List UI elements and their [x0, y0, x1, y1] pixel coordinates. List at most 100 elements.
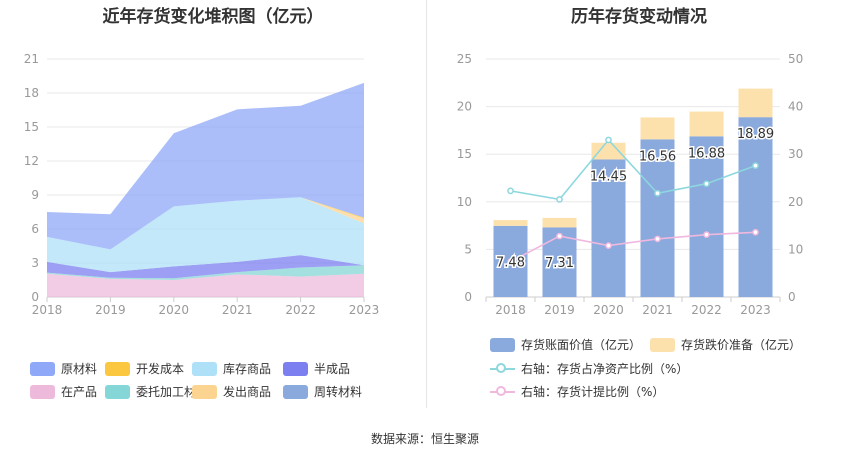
x-tick-label: 2019 — [544, 303, 575, 317]
legend-label: 在产品 — [61, 385, 98, 399]
legend-item-semi[interactable]: 半成品 — [283, 360, 350, 377]
data-source-footer: 数据来源：恒生聚源 — [370, 432, 479, 446]
legend-ratio-label: 右轴：存货占净资产比例（%） — [521, 362, 689, 376]
legend-book-value[interactable]: 存货账面价值（亿元） — [490, 336, 641, 353]
legend-swatch — [105, 384, 130, 399]
x-tick-label: 2021 — [642, 303, 673, 317]
legend-ratio[interactable]: 右轴：存货占净资产比例（%） — [490, 360, 688, 377]
bar-reserve — [493, 220, 528, 226]
area-series-semi — [47, 255, 364, 279]
bar-value-label: 7.48 — [496, 255, 525, 270]
point-line_provision — [556, 232, 563, 240]
y-tick-label: 6 — [31, 222, 39, 236]
legend-provision[interactable]: 右轴：存货计提比例（%） — [490, 383, 664, 400]
legend-swatch — [192, 361, 217, 376]
point-line_provision — [752, 228, 759, 236]
point-line_ratio — [556, 196, 563, 203]
point-line_ratio — [752, 162, 759, 169]
legend-swatch — [283, 384, 308, 399]
bar-reserve — [689, 111, 724, 137]
y-right-tick-label: 0 — [788, 290, 796, 304]
y-right-tick-label: 30 — [788, 147, 803, 161]
bar-book-value — [591, 159, 626, 297]
bar-value-label: 16.88 — [688, 146, 725, 161]
legend-ratio-marker — [490, 362, 515, 376]
y-right-tick-label: 20 — [788, 195, 803, 209]
point-line_ratio — [507, 187, 514, 195]
y-tick-label: 12 — [24, 154, 39, 168]
line-line_provision — [510, 231, 756, 263]
x-tick-label: 2022 — [285, 303, 316, 317]
x-tick-label: 2020 — [593, 303, 624, 317]
y-right-tick-label: 10 — [788, 242, 803, 256]
legend-item-finished[interactable]: 库存商品 — [192, 360, 271, 377]
point-line_provision — [654, 235, 661, 243]
legend-book-label: 存货账面价值（亿元） — [521, 338, 642, 352]
x-tick-label: 2021 — [222, 303, 253, 317]
bar-value-label: 14.45 — [590, 169, 627, 184]
point-line_ratio — [605, 136, 612, 144]
legend-label: 库存商品 — [223, 362, 272, 376]
point-line_provision — [703, 231, 710, 238]
y-left-tick-label: 0 — [464, 290, 472, 304]
y-left-tick-label: 10 — [457, 195, 472, 209]
legend-label: 委托加工材料 — [136, 385, 209, 399]
y-right-tick-label: 40 — [788, 100, 803, 114]
y-right-tick-label: 50 — [788, 52, 803, 66]
stacked-area-chart: 0 3 6 9 12 15 18 21 2018 2019 2020 2021 2022 2023 — [24, 52, 380, 317]
x-tick-label: 2019 — [95, 303, 126, 317]
legend-reserve-swatch — [650, 337, 675, 352]
legend-label: 原材料 — [61, 362, 98, 376]
point-line_provision — [507, 258, 514, 266]
x-tick-label: 2022 — [691, 303, 722, 317]
legend-item-turnover[interactable]: 周转材料 — [283, 383, 362, 400]
y-tick-label: 9 — [31, 188, 39, 202]
point-line_ratio — [703, 180, 710, 188]
y-tick-label: 15 — [24, 120, 39, 134]
legend-label: 发出商品 — [223, 385, 272, 399]
bar-reserve — [640, 117, 675, 140]
inventory-bar-panel: 历年存货变动情况 0 5 10 15 20 25 0 10 20 30 40 50 2018 2019 20… — [428, 0, 850, 420]
bar-reserve — [542, 217, 577, 228]
panel-divider — [426, 0, 427, 408]
bar-reserve — [591, 142, 626, 160]
bar-book-value — [738, 117, 773, 297]
legend-item-raw[interactable]: 原材料 — [30, 360, 97, 377]
right-chart-title: 历年存货变动情况 — [571, 7, 707, 27]
point-line_provision — [605, 242, 612, 249]
legend-item-dev_cost[interactable]: 开发成本 — [105, 360, 184, 377]
area-series-raw — [47, 82, 364, 250]
legend-label: 半成品 — [314, 362, 351, 376]
bar-value-label: 7.31 — [545, 256, 574, 271]
inventory-bar-chart: 0 5 10 15 20 25 0 10 20 30 40 50 2018 2019 2020 2021 202… — [457, 52, 804, 317]
bar-reserve — [738, 88, 773, 118]
x-tick-label: 2020 — [159, 303, 190, 317]
legend-swatch — [283, 361, 308, 376]
legend-provision-marker — [490, 385, 515, 399]
x-tick-label: 2018 — [495, 303, 526, 317]
legend-item-shipped[interactable]: 发出商品 — [192, 383, 271, 400]
y-left-tick-label: 15 — [457, 147, 472, 161]
legend-item-processing[interactable]: 委托加工材料 — [105, 383, 208, 400]
left-chart-title: 近年存货变化堆积图（亿元） — [102, 7, 324, 27]
y-left-tick-label: 5 — [464, 242, 472, 256]
y-left-tick-label: 20 — [457, 100, 472, 114]
bar-value-label: 16.56 — [639, 149, 676, 164]
legend-label: 开发成本 — [136, 362, 185, 376]
y-tick-label: 21 — [24, 52, 39, 66]
stacked-area-panel: 近年存货变化堆积图（亿元） 0 3 6 9 12 15 18 21 2018 2019 2020 20… — [0, 0, 426, 420]
area-series-wip — [47, 273, 364, 297]
legend-item-wip[interactable]: 在产品 — [30, 383, 97, 400]
area-series-finished — [47, 197, 364, 273]
legend-provision-label: 右轴：存货计提比例（%） — [521, 385, 665, 399]
bar-book-value — [689, 136, 724, 297]
y-tick-label: 18 — [24, 86, 39, 100]
legend-reserve[interactable]: 存货跌价准备（亿元） — [650, 336, 801, 353]
legend-reserve-label: 存货跌价准备（亿元） — [681, 338, 802, 352]
area-series-processing — [47, 265, 364, 280]
x-tick-label: 2023 — [740, 303, 771, 317]
legend-swatch — [192, 384, 217, 399]
bar-value-label: 18.89 — [737, 127, 774, 142]
y-tick-label: 0 — [31, 290, 39, 304]
y-tick-label: 3 — [31, 256, 39, 270]
